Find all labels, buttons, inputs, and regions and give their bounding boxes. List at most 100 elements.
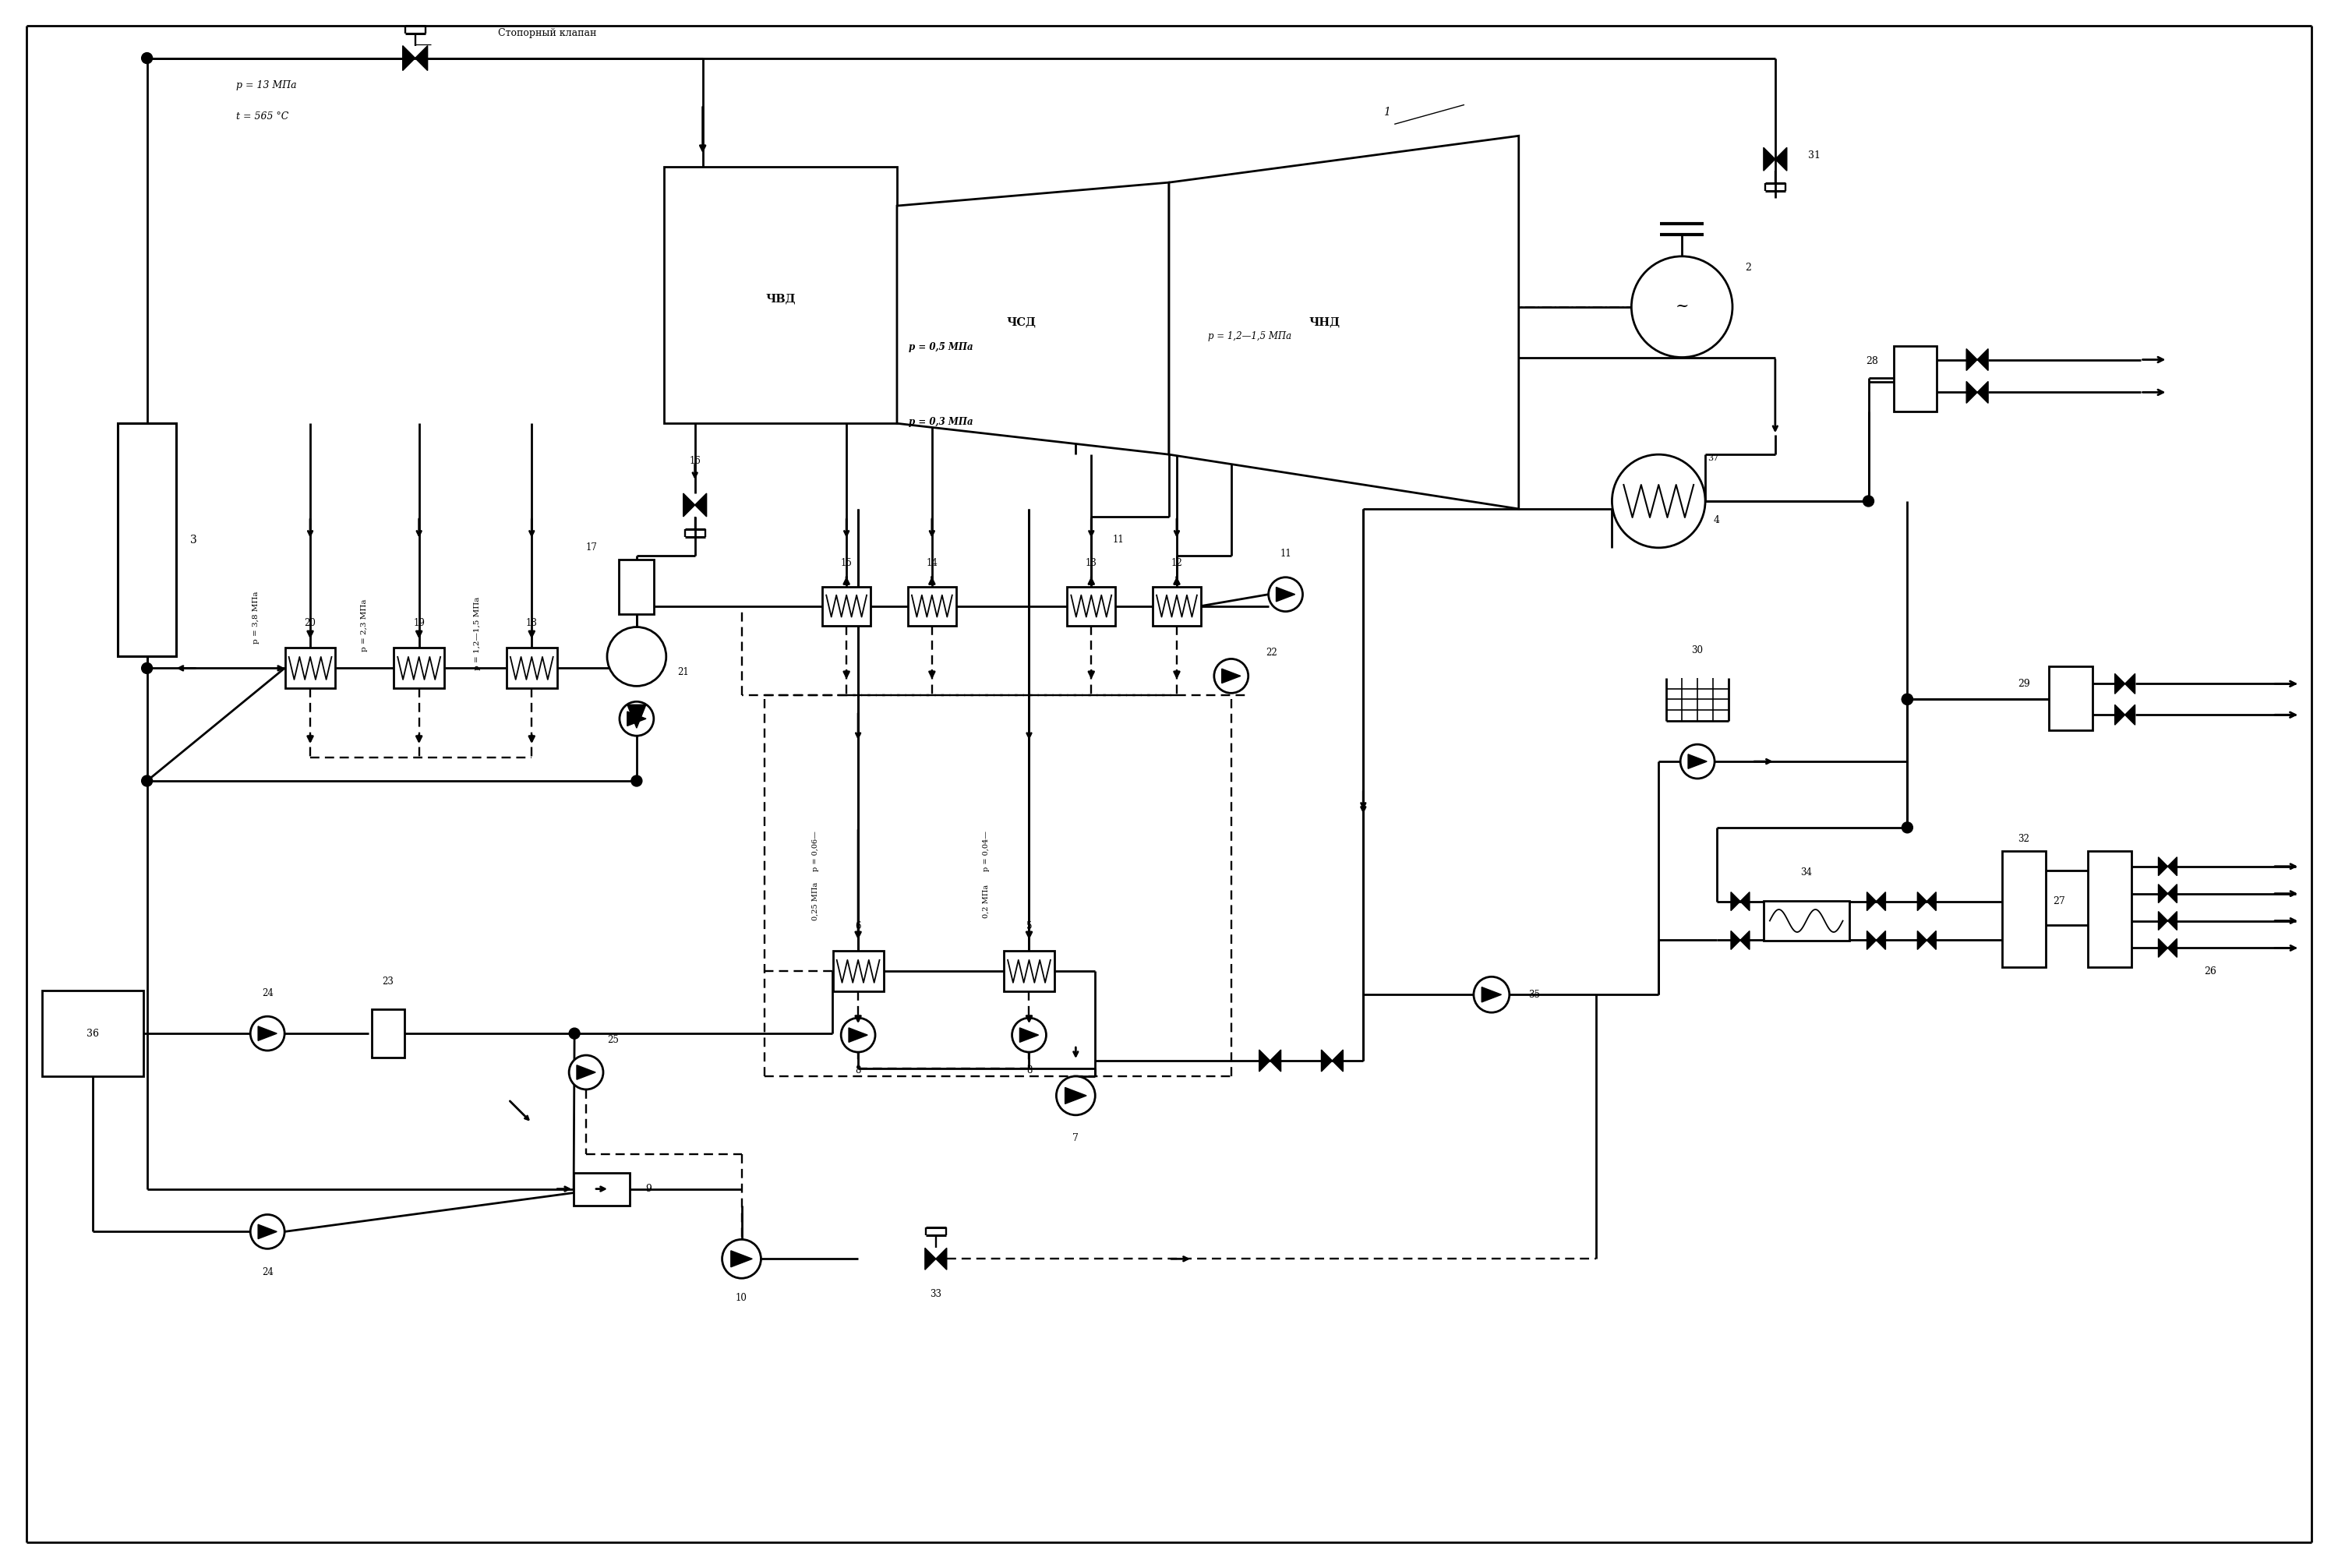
Text: 22: 22 [1265, 648, 1277, 657]
Polygon shape [683, 494, 706, 516]
Polygon shape [1966, 348, 1987, 370]
Text: 32: 32 [2018, 834, 2029, 844]
Text: 17: 17 [587, 543, 596, 554]
Bar [507, 648, 556, 688]
Bar [2088, 851, 2132, 967]
Text: 7: 7 [1073, 1134, 1078, 1143]
Text: 4: 4 [1714, 516, 1721, 525]
Bar [1763, 900, 1849, 941]
Bar [117, 423, 175, 657]
Bar [2001, 851, 2046, 967]
Bar [2048, 666, 2093, 731]
Text: 8: 8 [856, 1066, 860, 1076]
Bar [620, 560, 655, 613]
Polygon shape [2158, 884, 2177, 903]
Text: 0,25 МПа: 0,25 МПа [811, 883, 818, 920]
Text: 18: 18 [526, 618, 538, 629]
Text: 36: 36 [87, 1029, 98, 1038]
Text: 8: 8 [1026, 1066, 1031, 1076]
Bar [1153, 586, 1202, 626]
Text: 14: 14 [926, 558, 938, 568]
Text: 15: 15 [842, 558, 853, 568]
Polygon shape [898, 182, 1169, 455]
Bar [372, 1010, 404, 1057]
Text: p = 0,3 МПа: p = 0,3 МПа [909, 417, 973, 426]
Text: 21: 21 [678, 666, 690, 677]
Text: 35: 35 [1529, 989, 1541, 1000]
Bar [1894, 345, 1936, 412]
Polygon shape [627, 704, 645, 728]
Circle shape [1901, 695, 1912, 704]
Text: 27: 27 [2053, 897, 2064, 906]
Polygon shape [1730, 892, 1749, 911]
Circle shape [620, 701, 655, 735]
Polygon shape [1688, 754, 1707, 768]
Text: 23: 23 [381, 977, 393, 986]
Bar [42, 991, 143, 1076]
Polygon shape [257, 1225, 276, 1239]
Bar [907, 586, 956, 626]
Text: p = 1,2—1,5 МПа: p = 1,2—1,5 МПа [1209, 331, 1291, 342]
Text: 24: 24 [262, 1267, 274, 1276]
Polygon shape [257, 1027, 276, 1041]
Text: 30: 30 [1693, 646, 1704, 655]
Text: ЧНД: ЧНД [1309, 317, 1340, 328]
Text: Стопорный клапан: Стопорный клапан [498, 28, 596, 38]
Polygon shape [577, 1065, 596, 1079]
Text: р = 0,06—: р = 0,06— [811, 831, 818, 872]
Bar [832, 952, 884, 991]
Circle shape [1863, 495, 1873, 506]
Polygon shape [2116, 674, 2135, 695]
Text: 29: 29 [2018, 679, 2029, 688]
Text: 34: 34 [1800, 867, 1812, 878]
Bar [393, 648, 444, 688]
Bar [1003, 952, 1054, 991]
Text: 5: 5 [1026, 920, 1031, 931]
Text: 1: 1 [1384, 107, 1391, 118]
Circle shape [568, 1029, 580, 1040]
Polygon shape [1066, 1088, 1087, 1104]
Text: 9: 9 [645, 1184, 652, 1193]
Circle shape [722, 1239, 760, 1278]
Circle shape [1681, 745, 1714, 779]
Circle shape [1057, 1076, 1094, 1115]
Circle shape [1473, 977, 1510, 1013]
Text: р = 1,2—1,5 МПа: р = 1,2—1,5 МПа [475, 596, 482, 670]
Text: 2: 2 [1744, 263, 1751, 273]
Circle shape [1012, 1018, 1045, 1052]
Text: 33: 33 [931, 1289, 942, 1298]
Polygon shape [732, 1251, 753, 1267]
Polygon shape [2158, 911, 2177, 930]
Text: р = 2,3 МПа: р = 2,3 МПа [360, 599, 367, 652]
Text: 26: 26 [2205, 966, 2216, 977]
Polygon shape [1321, 1051, 1342, 1071]
Circle shape [608, 627, 666, 687]
Circle shape [568, 1055, 603, 1090]
Text: 6: 6 [856, 920, 860, 931]
Circle shape [842, 1018, 874, 1052]
Text: 3: 3 [189, 535, 196, 546]
Bar [1066, 586, 1115, 626]
Polygon shape [664, 166, 898, 423]
Polygon shape [1966, 381, 1987, 403]
Polygon shape [2116, 704, 2135, 724]
Text: 24: 24 [262, 988, 274, 999]
Circle shape [250, 1016, 285, 1051]
Text: t = 565 °С: t = 565 °С [236, 111, 290, 121]
Text: 10: 10 [736, 1292, 748, 1303]
Text: 13: 13 [1085, 558, 1097, 568]
Circle shape [143, 663, 152, 674]
Polygon shape [926, 1248, 947, 1270]
Text: ЧСД: ЧСД [1008, 317, 1036, 328]
Polygon shape [1917, 931, 1936, 950]
Circle shape [1611, 455, 1704, 547]
Circle shape [143, 53, 152, 64]
Polygon shape [1482, 988, 1501, 1002]
Circle shape [1270, 577, 1302, 612]
Bar [285, 648, 334, 688]
Text: p = 13 МПа: p = 13 МПа [236, 80, 297, 91]
Polygon shape [1260, 1051, 1281, 1071]
Circle shape [1213, 659, 1248, 693]
Text: 25: 25 [608, 1035, 620, 1044]
Text: 20: 20 [304, 618, 316, 629]
